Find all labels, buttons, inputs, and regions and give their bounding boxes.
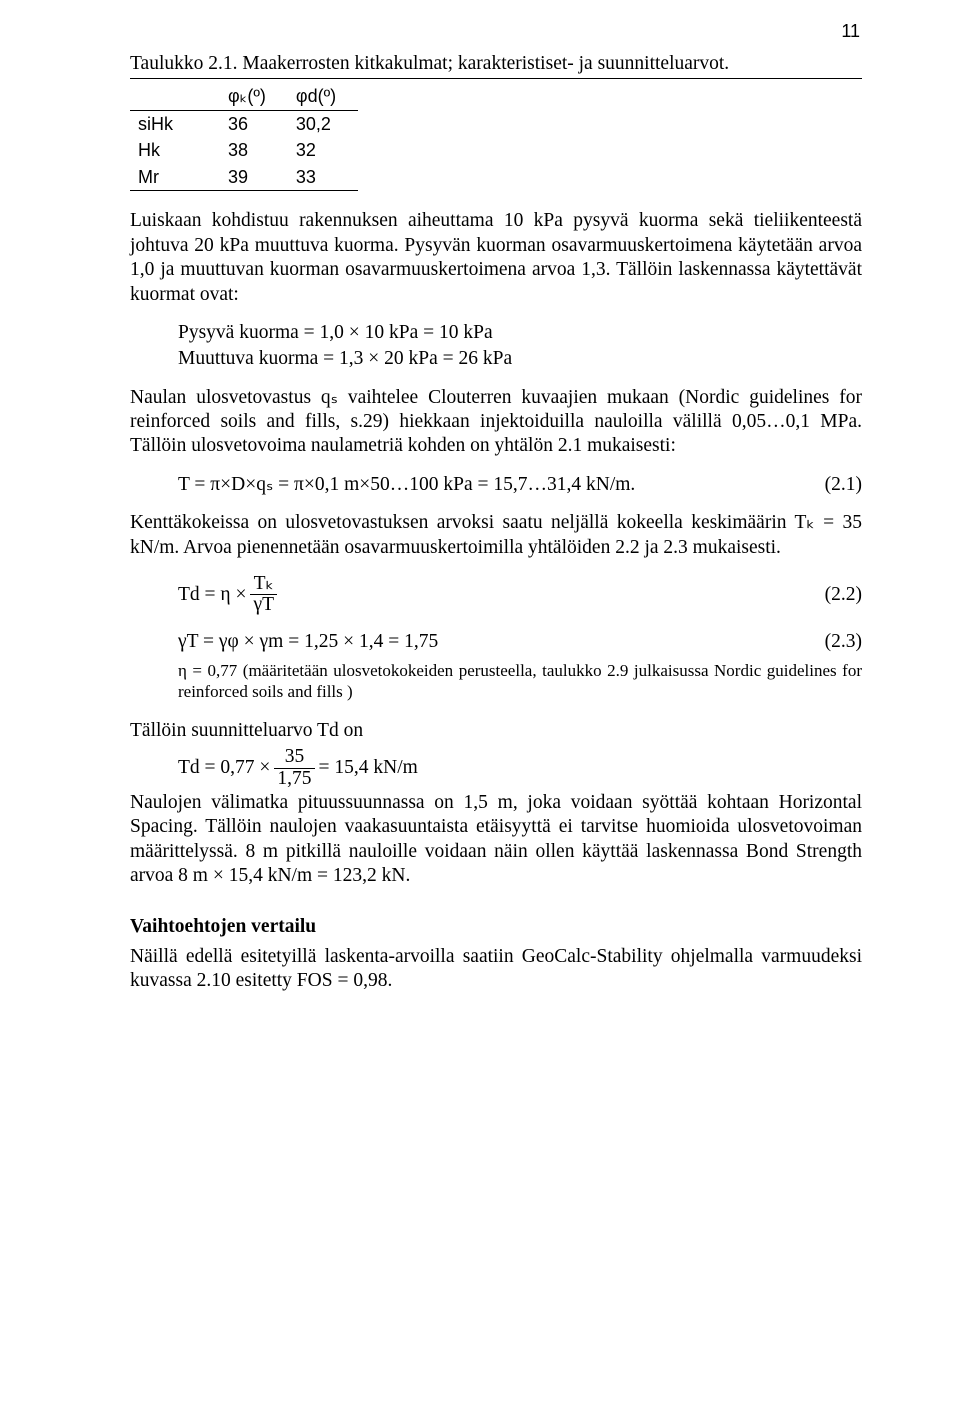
table-caption-row: Taulukko 2.1. Maakerrosten kitkakulmat; … (130, 52, 862, 79)
equation-23-number: (2.3) (785, 630, 862, 654)
paragraph-pullout: Naulan ulosvetovastus qₛ vaihtelee Clout… (130, 386, 862, 459)
table-21-container: Taulukko 2.1. Maakerrosten kitkakulmat; … (130, 52, 862, 191)
page: 11 Taulukko 2.1. Maakerrosten kitkakulma… (0, 0, 960, 1410)
table-caption: Taulukko 2.1. Maakerrosten kitkakulmat; … (130, 52, 729, 76)
load-line-variable: Muuttuva kuorma = 1,3 × 20 kPa = 26 kPa (178, 347, 862, 371)
th-phi-k: φₖ(º) (220, 83, 288, 110)
equation-23-body: γT = γφ × γm = 1,25 × 1,4 = 1,75 (178, 630, 438, 654)
page-number: 11 (841, 20, 860, 43)
cell: 38 (220, 137, 288, 164)
th-phi-d: φd(º) (288, 83, 358, 110)
cell: 30,2 (288, 110, 358, 137)
equation-21-number: (2.1) (785, 473, 862, 497)
equation-22-lhs: Td = η × (178, 583, 246, 607)
equation-21: T = π×D×qₛ = π×0,1 m×50…100 kPa = 15,7…3… (178, 473, 862, 497)
cell: 32 (288, 137, 358, 164)
equation-td-frac-den: 1,75 (274, 768, 314, 789)
equation-td-frac-num: 35 (282, 747, 308, 767)
equation-td: Td = 0,77 × 35 1,75 = 15,4 kN/m (178, 747, 862, 789)
paragraph-fos: Näillä edellä esitetyillä laskenta-arvoi… (130, 945, 862, 994)
computed-loads-block: Pysyvä kuorma = 1,0 × 10 kPa = 10 kPa Mu… (178, 321, 862, 372)
equation-22-frac-num: Tₖ (251, 574, 277, 594)
cell: siHk (130, 110, 220, 137)
table-row: siHk 36 30,2 (130, 110, 358, 137)
equation-22-frac-den: γT (250, 594, 277, 615)
cell: 33 (288, 164, 358, 191)
load-line-permanent: Pysyvä kuorma = 1,0 × 10 kPa = 10 kPa (178, 321, 862, 345)
equation-td-rhs: = 15,4 kN/m (319, 756, 418, 780)
paragraph-field-tests: Kenttäkokeissa on ulosvetovastuksen arvo… (130, 511, 862, 560)
section-heading-comparison: Vaihtoehtojen vertailu (130, 915, 862, 939)
table-row: Hk 38 32 (130, 137, 358, 164)
equation-td-lhs: Td = 0,77 × (178, 756, 270, 780)
paragraph-spacing-bond: Naulojen välimatka pituussuunnassa on 1,… (130, 791, 862, 889)
equation-22: Td = η × Tₖ γT (2.2) (178, 574, 862, 616)
equation-23: γT = γφ × γm = 1,25 × 1,4 = 1,75 (2.3) (178, 630, 862, 654)
cell: Hk (130, 137, 220, 164)
eta-note: η = 0,77 (määritetään ulosvetokokeiden p… (178, 660, 862, 703)
cell: Mr (130, 164, 220, 191)
table-row: Mr 39 33 (130, 164, 358, 191)
paragraph-loads-intro: Luiskaan kohdistuu rakennuksen aiheuttam… (130, 209, 862, 307)
equation-22-number: (2.2) (785, 583, 862, 607)
friction-angle-table: φₖ(º) φd(º) siHk 36 30,2 Hk 38 32 Mr 39 (130, 83, 358, 191)
equation-22-fraction: Tₖ γT (250, 574, 277, 616)
cell: 36 (220, 110, 288, 137)
equation-td-fraction: 35 1,75 (274, 747, 314, 789)
equation-21-body: T = π×D×qₛ = π×0,1 m×50…100 kPa = 15,7…3… (178, 473, 635, 497)
th-blank (130, 83, 220, 110)
cell: 39 (220, 164, 288, 191)
td-intro: Tällöin suunnitteluarvo Td on (130, 719, 862, 743)
table-header-row: φₖ(º) φd(º) (130, 83, 358, 110)
